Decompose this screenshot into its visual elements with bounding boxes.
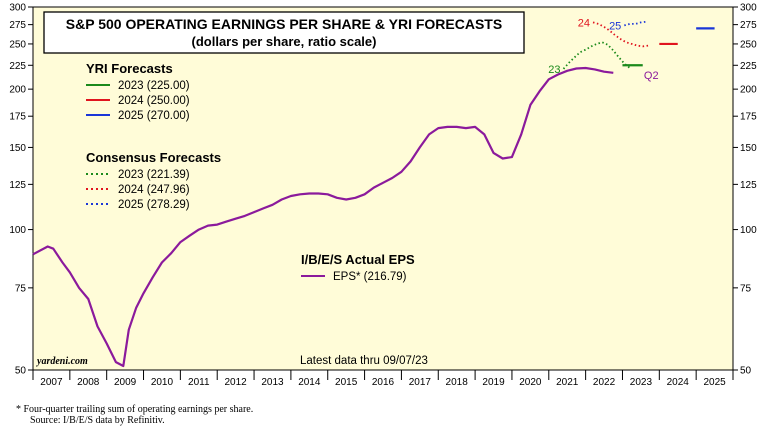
actual-eps-line [32, 66, 614, 368]
series-layer: 23 24 25 Q2 [32, 17, 715, 368]
x-tick-label: 2008 [77, 377, 100, 388]
consensus-2024-legend-label: 2024 (247.96) [118, 184, 190, 196]
y-tick-label-right: 250 [740, 39, 757, 50]
x-tick-label: 2024 [667, 377, 690, 388]
y-tick-label-right: 175 [740, 112, 757, 123]
x-tick-label: 2013 [261, 377, 284, 388]
x-tick-label: 2017 [409, 377, 432, 388]
plot-area [32, 6, 734, 371]
left-y-axis: 50 75 100 125 150 175 200 225 250 275 300 [9, 3, 33, 377]
y-tick-label-left: 250 [9, 39, 26, 50]
actual-legend-label: EPS* (216.79) [333, 271, 407, 283]
x-tick-label: 2023 [630, 377, 653, 388]
consensus-legend-heading: Consensus Forecasts [86, 150, 221, 165]
x-tick-label: 2010 [151, 377, 174, 388]
footnote-line-1: * Four-quarter trailing sum of operating… [16, 404, 253, 415]
x-tick-label: 2011 [188, 377, 210, 388]
y-tick-label-left: 200 [9, 85, 26, 96]
y-tick-label-left: 125 [9, 180, 26, 191]
y-tick-label-right: 125 [740, 180, 757, 191]
y-tick-label-right: 200 [740, 85, 757, 96]
consensus-2024-marker: 24 [578, 17, 590, 29]
y-tick-label-left: 75 [15, 283, 27, 294]
x-tick-label: 2019 [482, 377, 505, 388]
y-tick-label-left: 150 [9, 143, 26, 154]
consensus-2023-legend-label: 2023 (221.39) [118, 169, 190, 181]
consensus-2023-line [562, 41, 631, 70]
chart-title: S&P 500 OPERATING EARNINGS PER SHARE & Y… [66, 16, 502, 32]
latest-data-note: Latest data thru 09/07/23 [300, 355, 428, 367]
right-y-axis: 50 75 100 125 150 175 200 225 250 275 300 [733, 3, 757, 377]
y-tick-label-right: 300 [740, 3, 757, 14]
chart-subtitle: (dollars per share, ratio scale) [192, 34, 377, 49]
x-tick-label: 2009 [114, 377, 137, 388]
consensus-2024-line [592, 21, 649, 48]
x-tick-label: 2018 [446, 377, 469, 388]
y-tick-label-left: 275 [9, 20, 26, 31]
yri-2025-legend-label: 2025 (270.00) [118, 110, 190, 122]
consensus-2025-legend-label: 2025 (278.29) [118, 199, 190, 211]
x-tick-label: 2012 [225, 377, 248, 388]
yri-2023-legend-label: 2023 (225.00) [118, 80, 190, 92]
y-tick-label-left: 225 [9, 61, 26, 72]
consensus-2025-marker: 25 [609, 20, 621, 32]
y-tick-label-right: 100 [740, 225, 757, 236]
y-tick-label-right: 150 [740, 143, 757, 154]
x-tick-label: 2016 [372, 377, 395, 388]
y-tick-label-right: 275 [740, 20, 757, 31]
x-tick-label: 2007 [40, 377, 63, 388]
q2-marker: Q2 [644, 70, 659, 82]
y-tick-label-right: 225 [740, 61, 757, 72]
x-tick-label: 2014 [298, 377, 321, 388]
yri-2024-legend-label: 2024 (250.00) [118, 95, 190, 107]
y-tick-label-right: 50 [740, 366, 752, 377]
y-tick-label-left: 50 [15, 366, 27, 377]
brand-label: yardeni.com [36, 356, 88, 367]
x-tick-label: 2022 [593, 377, 616, 388]
yri-legend-heading: YRI Forecasts [86, 61, 173, 76]
x-tick-label: 2021 [556, 377, 579, 388]
x-tick-label: 2015 [335, 377, 358, 388]
title-box [43, 11, 525, 54]
actual-legend-heading: I/B/E/S Actual EPS [301, 252, 415, 267]
y-tick-label-right: 75 [740, 283, 752, 294]
x-tick-label: 2025 [703, 377, 726, 388]
consensus-2023-marker: 23 [548, 64, 560, 76]
y-tick-label-left: 300 [9, 3, 26, 14]
footnote-line-2: Source: I/B/E/S data by Refinitiv. [30, 415, 165, 426]
x-tick-label: 2020 [519, 377, 542, 388]
y-tick-label-left: 100 [9, 225, 26, 236]
y-tick-label-left: 175 [9, 112, 26, 123]
x-axis: 2007 2008 2009 2010 2011 2012 2013 2014 2015 2016… [32, 370, 734, 388]
